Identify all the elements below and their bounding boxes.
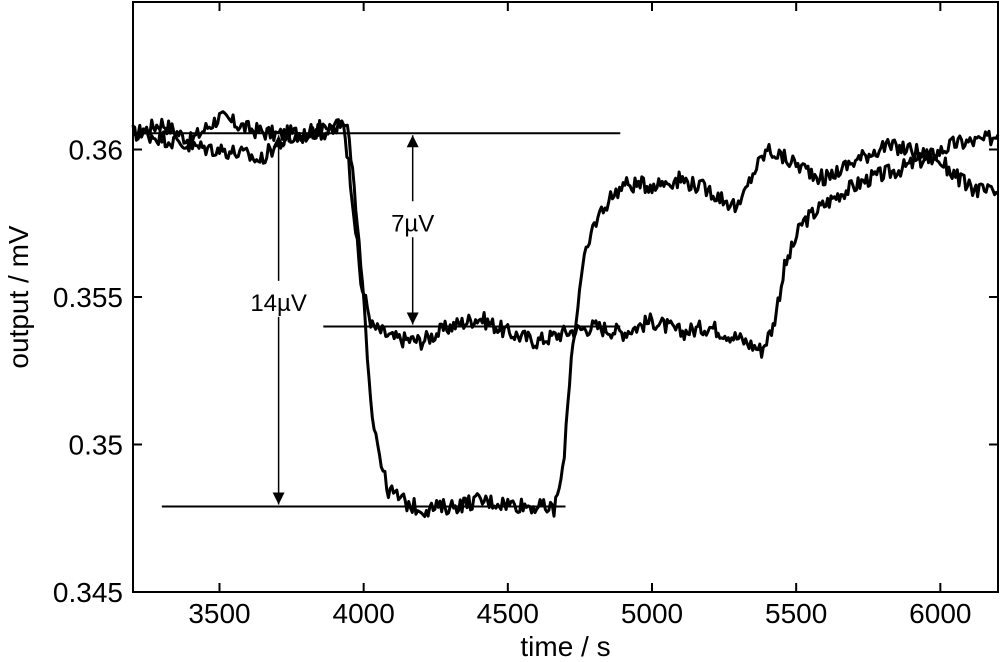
y-tick-label: 0.36 [69,135,124,166]
axis-ticks: 3500 4000 4500 5000 5500 6000 0.345 0.35 0.355 0.… [53,2,998,629]
x-tick-label: 4000 [333,598,395,629]
x-axis-label: time / s [520,631,610,662]
annotation-label-1: 7µV [391,210,434,237]
x-tick-label: 5000 [621,598,683,629]
x-tick-label: 6000 [909,598,971,629]
x-tick-label: 5500 [765,598,827,629]
y-tick-label: 0.35 [69,430,124,461]
annotations: 7µV 14µV [141,132,621,508]
y-axis-label: output / mV [3,225,34,369]
series-line-1 [132,110,1000,359]
y-tick-label: 0.355 [53,282,123,313]
annotation-label-2: 14µV [250,290,307,317]
x-tick-label: 3500 [188,598,250,629]
x-tick-label: 4500 [477,598,539,629]
y-tick-label: 0.345 [53,577,123,608]
